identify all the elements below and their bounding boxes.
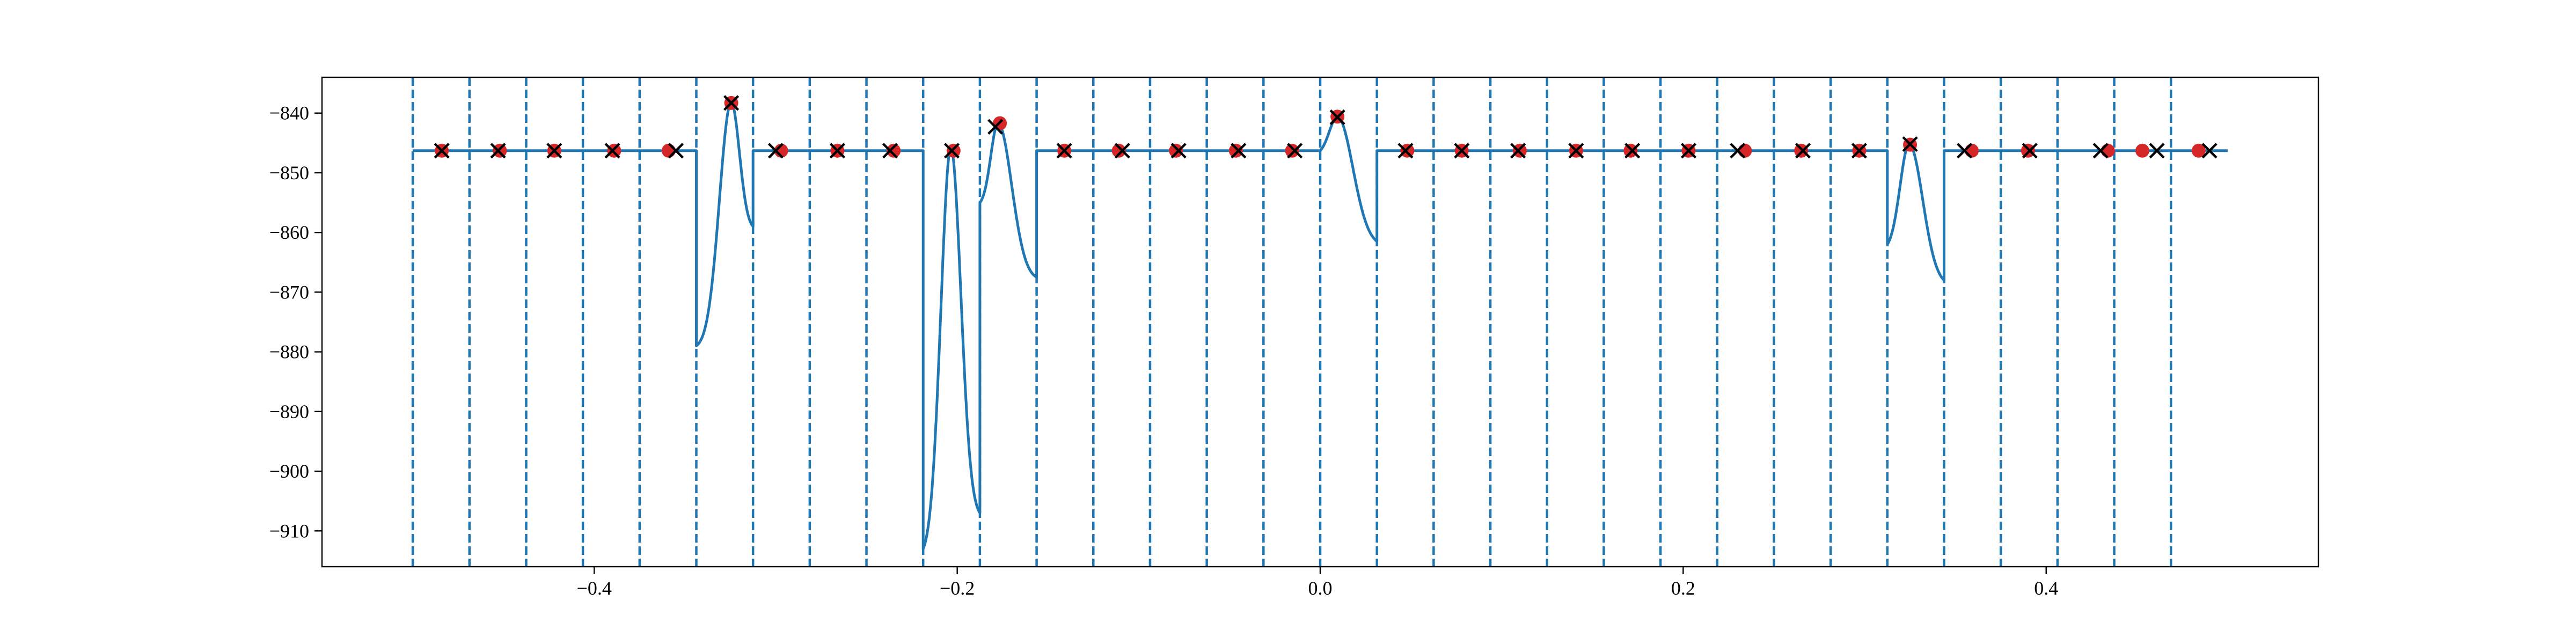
cross-marker <box>1851 143 1867 159</box>
x-tick-label: 0.0 <box>1308 577 1333 599</box>
y-tick-label: −880 <box>269 341 309 363</box>
y-tick-label: −850 <box>269 162 309 184</box>
x-tick-label: −0.2 <box>940 577 975 599</box>
y-axis: −840 −850 −860 −870 −880 −890 −900 −910 <box>269 103 322 541</box>
x-tick-label: 0.4 <box>2034 577 2058 599</box>
y-tick-label: −900 <box>269 460 309 482</box>
circle-marker <box>1965 143 1979 158</box>
cross-marker <box>1287 143 1303 159</box>
series-line <box>413 101 2228 551</box>
cross-marker <box>1730 143 1746 159</box>
y-tick-label: −910 <box>269 520 309 541</box>
cross-marker <box>1056 143 1072 159</box>
cross-marker <box>1680 143 1697 159</box>
circle-marker <box>1738 143 1752 158</box>
cross-marker <box>1329 109 1345 126</box>
y-tick-label: −840 <box>269 103 309 124</box>
cross-marker <box>2022 143 2038 159</box>
cross-marker <box>1510 143 1526 159</box>
cross-marker <box>767 143 784 159</box>
cross-marker <box>1624 143 1641 159</box>
circle-marker <box>2021 143 2035 158</box>
cross-marker <box>1170 143 1187 159</box>
cross-marker <box>882 143 898 159</box>
cross-marker <box>1956 143 1973 159</box>
circle-marker <box>1111 143 1126 158</box>
cross-marker <box>668 143 684 159</box>
x-tick-label: 0.2 <box>1671 577 1695 599</box>
cross-marker <box>604 143 620 159</box>
circle-marker <box>2191 143 2206 158</box>
cross-marker <box>829 143 846 159</box>
circle-marker <box>887 143 901 158</box>
cross-marker <box>434 143 450 159</box>
x-tick-label: −0.4 <box>577 577 612 599</box>
cross-marker <box>1231 143 1247 159</box>
cross-marker <box>1397 143 1414 159</box>
cross-marker <box>1902 136 1918 152</box>
circle-marker <box>946 143 961 158</box>
circle-marker <box>1400 143 1415 158</box>
x-axis: −0.4 −0.2 0.0 0.2 0.4 <box>577 567 2058 599</box>
y-tick-label: −860 <box>269 222 309 243</box>
circle-marker <box>1794 143 1809 158</box>
circle-marker <box>607 143 621 158</box>
circle-marker <box>2101 143 2115 158</box>
circle-marker <box>2135 143 2149 158</box>
cross-marker <box>546 143 562 159</box>
cross-marker <box>2092 143 2109 159</box>
circle-marker <box>1169 143 1183 158</box>
circle-marker <box>661 143 676 158</box>
circle-marker <box>1285 143 1299 158</box>
y-tick-label: −870 <box>269 281 309 303</box>
cross-marker <box>1454 143 1470 159</box>
cross-marker <box>490 143 506 159</box>
circle-marker <box>1228 143 1243 158</box>
cross-marker <box>1568 143 1584 159</box>
cross-marker <box>723 95 740 111</box>
cross-marker <box>987 119 1004 135</box>
circle-marker <box>1623 143 1638 158</box>
circle-marker <box>1513 143 1527 158</box>
cross-marker <box>943 143 960 159</box>
cross-marker <box>1795 143 1811 159</box>
plot-area <box>411 77 2228 567</box>
cross-marker <box>2149 143 2165 159</box>
cross-marker <box>2201 143 2218 159</box>
circle-marker <box>493 143 507 158</box>
y-tick-label: −890 <box>269 401 309 422</box>
cross-marker <box>1114 143 1130 159</box>
